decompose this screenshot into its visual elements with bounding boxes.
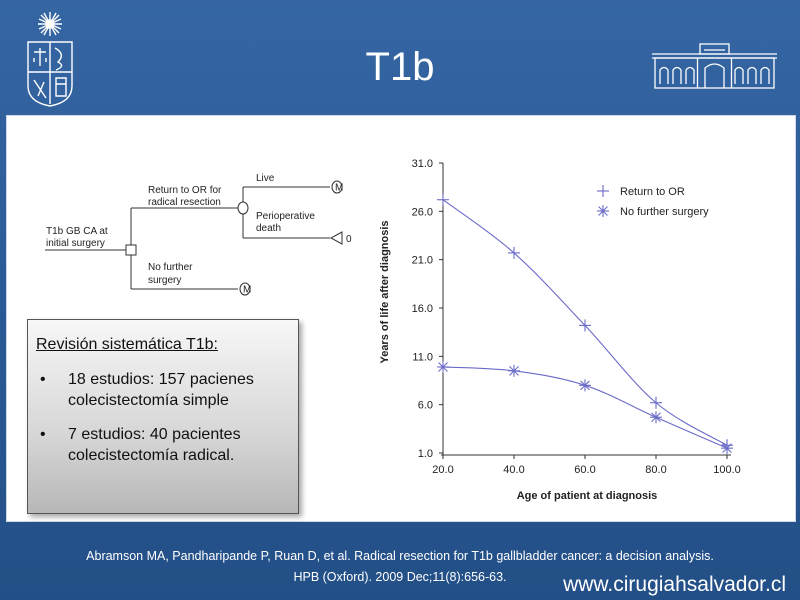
summary-heading: Revisión sistemática T1b: bbox=[36, 336, 218, 353]
tree-root-label-2: initial surgery bbox=[46, 238, 105, 249]
bullet-2-line-1: 7 estudios: 40 pacientes bbox=[68, 426, 241, 443]
x-tick-label: 20.0 bbox=[432, 464, 453, 476]
x-tick-label: 40.0 bbox=[503, 464, 524, 476]
terminal-node bbox=[329, 231, 343, 245]
university-crest-logo bbox=[27, 12, 73, 107]
y-tick-label: 26.0 bbox=[412, 206, 433, 218]
decision-node bbox=[125, 244, 137, 256]
chance-node bbox=[237, 201, 249, 215]
markov-symbol-no-surgery: M bbox=[243, 285, 251, 296]
slide-title: T1b bbox=[365, 45, 435, 89]
data-point-no-further-surgery bbox=[650, 411, 662, 424]
building-windows bbox=[659, 66, 770, 84]
legend-marker bbox=[597, 205, 609, 217]
data-point-no-further-surgery bbox=[437, 360, 449, 373]
series-line-no-further-surgery bbox=[442, 366, 728, 449]
tree-leaf-live: Live bbox=[256, 173, 275, 184]
data-point-return-to-or bbox=[579, 319, 591, 332]
bullet-1-line-1: 18 estudios: 157 pacienes bbox=[68, 371, 254, 388]
data-point-no-further-surgery bbox=[721, 442, 733, 455]
decision-tree-diagram: M M T1b GB CA at initial surgery Return … bbox=[45, 173, 352, 296]
tree-branch-top-label-1: Return to OR for bbox=[148, 185, 222, 196]
x-tick-label: 60.0 bbox=[574, 464, 595, 476]
y-tick-label: 1.0 bbox=[418, 448, 433, 460]
tree-leaf-death-1: Perioperative bbox=[256, 211, 315, 222]
markov-symbol-live: M bbox=[335, 183, 343, 194]
legend-marker bbox=[597, 185, 609, 197]
tree-root-label-1: T1b GB CA at bbox=[46, 226, 108, 237]
bullet-marker: • bbox=[40, 426, 46, 443]
data-point-no-further-surgery bbox=[579, 379, 591, 392]
tree-branch-bottom-label-2: surgery bbox=[148, 275, 181, 286]
bullet-1-line-2: colecistectomía simple bbox=[68, 392, 229, 409]
bullet-2-line-2: colecistectomía radical. bbox=[68, 447, 235, 464]
hospital-building-logo bbox=[652, 43, 777, 89]
bullet-marker: • bbox=[40, 371, 46, 388]
tree-branch-top-label-2: radical resection bbox=[148, 197, 221, 208]
y-tick-label: 16.0 bbox=[412, 303, 433, 315]
x-tick-label: 100.0 bbox=[713, 464, 741, 476]
tree-branch-bottom-label-1: No further bbox=[148, 262, 193, 273]
citation: Abramson MA, Pandharipande P, Ruan D, et… bbox=[0, 546, 800, 588]
summary-bullet-2: • 7 estudios: 40 pacientes colecistectom… bbox=[36, 424, 288, 466]
tree-leaf-death-2: death bbox=[256, 223, 281, 234]
citation-line-1: Abramson MA, Pandharipande P, Ruan D, et… bbox=[86, 549, 714, 563]
citation-line-2: HPB (Oxford). 2009 Dec;11(8):656-63. bbox=[293, 570, 507, 584]
x-axis-label: Age of patient at diagnosis bbox=[517, 490, 658, 502]
data-point-return-to-or bbox=[508, 246, 520, 259]
y-axis-label: Years of life after diagnosis bbox=[379, 220, 391, 363]
summary-box: Revisión sistemática T1b: • 18 estudios:… bbox=[27, 319, 299, 514]
website-url: www.cirugiahsalvador.cl bbox=[563, 573, 786, 596]
survival-line-chart: 1.0 6.0 11.0 16.0 21.0 26.0 31.0 20.0 40.0 60.0 80… bbox=[379, 158, 741, 502]
y-tick-label: 11.0 bbox=[412, 351, 433, 363]
data-point-no-further-surgery bbox=[508, 364, 520, 377]
summary-bullet-1: • 18 estudios: 157 pacienes colecistecto… bbox=[36, 369, 288, 411]
legend-entry: No further surgery bbox=[620, 206, 709, 218]
markov-node-no-surgery bbox=[239, 282, 251, 296]
y-tick-label: 21.0 bbox=[412, 255, 433, 267]
tree-leaf-death-value: 0 bbox=[346, 234, 352, 245]
x-tick-label: 80.0 bbox=[645, 464, 666, 476]
data-point-return-to-or bbox=[437, 193, 449, 206]
markov-node-live bbox=[331, 180, 343, 194]
legend-entry: Return to OR bbox=[620, 186, 685, 198]
y-tick-label: 6.0 bbox=[418, 400, 433, 412]
data-point-return-to-or bbox=[650, 396, 662, 409]
y-tick-label: 31.0 bbox=[412, 158, 433, 170]
